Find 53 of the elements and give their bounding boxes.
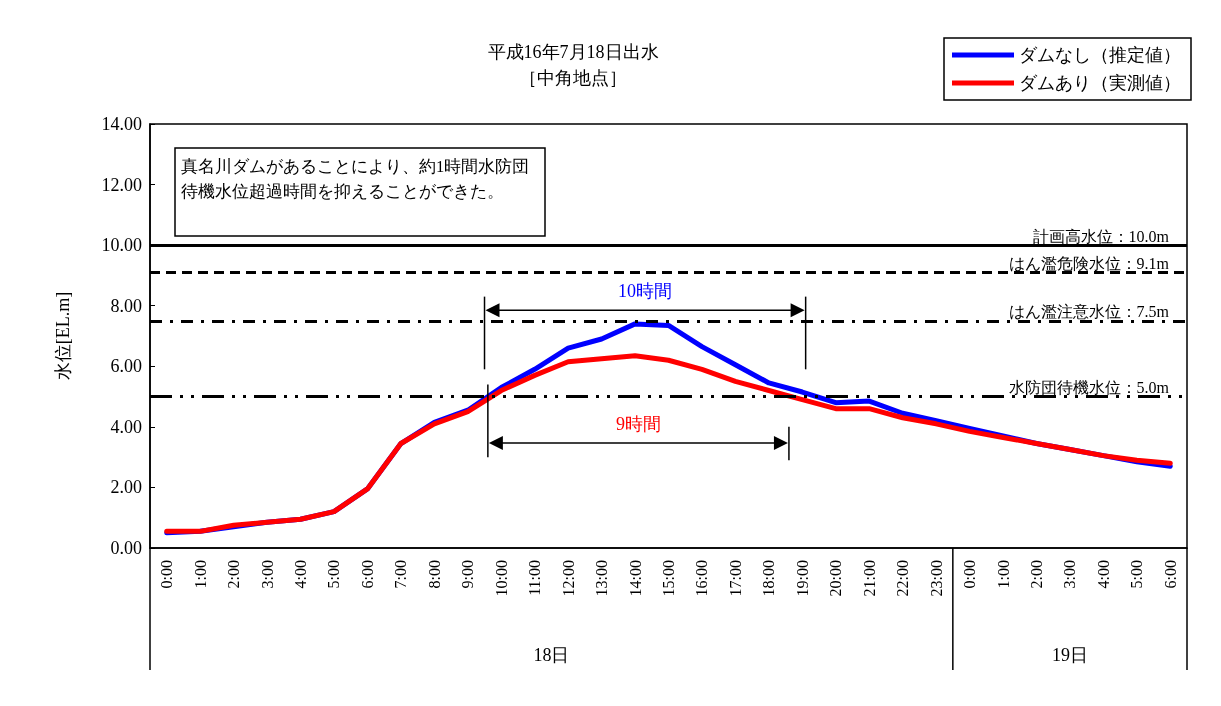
legend-label: ダムなし（推定値）	[1019, 45, 1181, 65]
text: 18日	[533, 645, 570, 665]
ref-line-label: 水防団待機水位：5.0m	[1008, 379, 1170, 397]
ref-line-label: はん濫危険水位：9.1m	[1008, 254, 1170, 272]
x-tick-label: 0:00	[961, 560, 979, 589]
x-tick-label: 3:00	[258, 560, 276, 589]
x-tick-label: 10:00	[492, 560, 510, 597]
y-tick-label: 8.00	[110, 295, 142, 316]
x-tick-label: 3:00	[1061, 560, 1079, 589]
annotation: 9時間	[615, 413, 661, 434]
y-tick-label: 14.00	[101, 114, 142, 134]
x-tick-label: 15:00	[660, 560, 677, 597]
annotation: 真名川ダムがあることにより、約1時間水防団待機水位超過時間を抑えることができた。	[181, 157, 530, 201]
x-tick-label: 20:00	[827, 560, 845, 597]
x-tick-label: 14:00	[626, 560, 644, 597]
x-tick-label: 4:00	[1094, 560, 1112, 589]
x-tick-label: 7:00	[392, 560, 410, 589]
annotation: 10時間	[618, 281, 673, 302]
x-tick-label: 16:00	[693, 560, 711, 597]
y-tick-label: 10.00	[101, 235, 142, 256]
chart-title: 平成16年7月18日出水	[487, 42, 659, 62]
y-tick-label: 4.00	[110, 416, 142, 437]
y-axis-title: 水位[EL.m]	[53, 291, 73, 381]
x-tick-label: 18:00	[760, 560, 778, 597]
x-tick-label: 6:00	[1161, 560, 1179, 589]
x-tick-label: 1:00	[994, 560, 1012, 589]
y-tick-label: 2.00	[110, 477, 142, 498]
y-tick-label: 12.00	[101, 174, 142, 195]
y-tick-label: 0.00	[110, 538, 142, 558]
x-tick-label: 11:00	[526, 560, 544, 596]
x-tick-label: 19:00	[793, 560, 811, 597]
x-tick-label: 8:00	[425, 560, 443, 589]
x-tick-label: 0:00	[158, 560, 176, 589]
x-tick-label: 21:00	[860, 560, 878, 597]
y-tick-label: 6.00	[110, 356, 142, 377]
x-tick-label: 23:00	[927, 560, 945, 597]
x-tick-label: 4:00	[292, 560, 310, 589]
text: 19日	[1051, 645, 1088, 665]
chart-subtitle: ［中角地点］	[519, 68, 627, 88]
ref-line-label: はん濫注意水位：7.5m	[1008, 303, 1170, 321]
x-tick-label: 6:00	[358, 560, 376, 589]
x-tick-label: 9:00	[459, 560, 477, 589]
x-tick-label: 12:00	[559, 560, 577, 597]
x-tick-label: 22:00	[894, 560, 912, 597]
legend-label: ダムあり（実測値）	[1019, 73, 1181, 93]
x-tick-label: 2:00	[1027, 560, 1045, 589]
ref-line-label: 計画高水位：10.0m	[1032, 227, 1170, 245]
x-tick-label: 2:00	[225, 560, 243, 589]
x-tick-label: 13:00	[593, 560, 611, 597]
x-tick-label: 5:00	[1128, 560, 1146, 589]
x-tick-label: 1:00	[191, 560, 209, 589]
x-tick-label: 17:00	[726, 560, 744, 597]
x-tick-label: 5:00	[325, 560, 343, 589]
